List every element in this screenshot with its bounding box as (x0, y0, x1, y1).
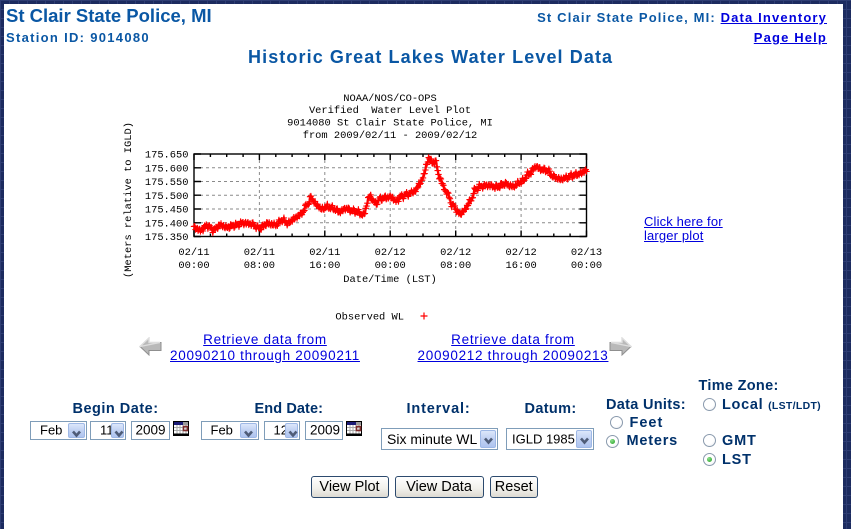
svg-text:175.650: 175.650 (145, 150, 189, 162)
svg-text:9014080 St Clair State Police,: 9014080 St Clair State Police, MI (287, 118, 493, 130)
svg-text:16:00: 16:00 (506, 260, 537, 272)
svg-text:NOAA/NOS/CO-OPS: NOAA/NOS/CO-OPS (343, 93, 437, 105)
svg-text:175.350: 175.350 (145, 232, 189, 244)
svg-text:02/11: 02/11 (309, 247, 340, 259)
svg-text:08:00: 08:00 (440, 260, 471, 272)
svg-text:175.600: 175.600 (145, 163, 189, 175)
svg-text:Verified Water Level Plot: Verified Water Level Plot (309, 105, 471, 117)
svg-text:175.450: 175.450 (145, 205, 189, 217)
svg-text:02/13: 02/13 (571, 247, 602, 259)
svg-text:175.550: 175.550 (145, 177, 189, 189)
svg-text:175.500: 175.500 (145, 191, 189, 203)
svg-text:00:00: 00:00 (375, 260, 406, 272)
svg-text:02/11: 02/11 (178, 247, 209, 259)
svg-text:(Meters relative to IGLD): (Meters relative to IGLD) (123, 122, 135, 278)
svg-text:Observed WL: Observed WL (335, 312, 404, 324)
svg-text:from 2009/02/11 - 2009/02/12: from 2009/02/11 - 2009/02/12 (303, 130, 478, 142)
svg-text:175.400: 175.400 (145, 218, 189, 230)
svg-text:16:00: 16:00 (309, 260, 340, 272)
svg-text:Date/Time (LST): Date/Time (LST) (343, 274, 437, 286)
svg-text:00:00: 00:00 (571, 260, 602, 272)
svg-text:00:00: 00:00 (178, 260, 209, 272)
svg-text:02/12: 02/12 (440, 247, 471, 259)
svg-text:02/12: 02/12 (375, 247, 406, 259)
svg-text:08:00: 08:00 (244, 260, 275, 272)
svg-text:02/12: 02/12 (506, 247, 537, 259)
svg-text:02/11: 02/11 (244, 247, 275, 259)
